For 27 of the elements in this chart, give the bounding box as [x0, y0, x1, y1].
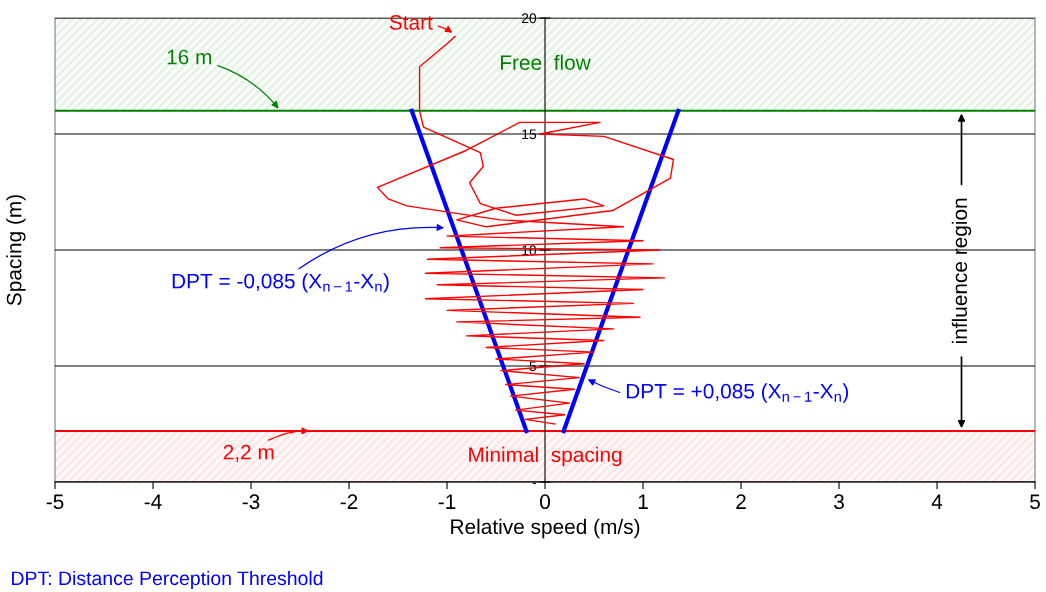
annotation: 16 m	[167, 49, 212, 65]
x-tick-label: -4	[144, 494, 162, 509]
x-tick-label: 1	[638, 494, 648, 509]
text: DPT: Distance Perception Threshold	[12, 570, 323, 590]
band-label: Minimal spacing	[469, 446, 622, 467]
y-tick-label: -	[532, 482, 537, 484]
x-tick-label: 3	[834, 494, 844, 510]
annotation: influence region	[951, 198, 972, 344]
annotation: 2,2 m	[223, 444, 274, 463]
y-tick-label: 15	[522, 129, 537, 140]
line-series	[376, 35, 675, 425]
x-tick-label: 0	[540, 494, 550, 510]
y-tick-label: 10	[522, 245, 537, 256]
x-tick-label: -3	[242, 494, 260, 510]
x-axis-title: Relative speed (m/s)	[451, 518, 640, 539]
x-tick-label: -1	[438, 494, 456, 509]
annotation: DPT = -0,085 (X$_{n−1}$-X$_{n}$)	[172, 273, 389, 293]
annotation: DPT = +0,085 (X$_{n−1}$-X$_{n}$)	[626, 383, 849, 403]
x-tick-label: -5	[46, 494, 64, 510]
annotation: Start	[389, 15, 433, 30]
x-tick-label: -2	[340, 494, 358, 509]
y-axis-title: Spacing (m)	[6, 195, 26, 306]
y-tick-label: 5	[529, 361, 537, 372]
x-tick-label: 5	[1030, 494, 1040, 510]
x-tick-label: 4	[931, 494, 943, 509]
x-tick-label: 2	[736, 494, 746, 509]
band-label: Free flow	[501, 54, 591, 70]
